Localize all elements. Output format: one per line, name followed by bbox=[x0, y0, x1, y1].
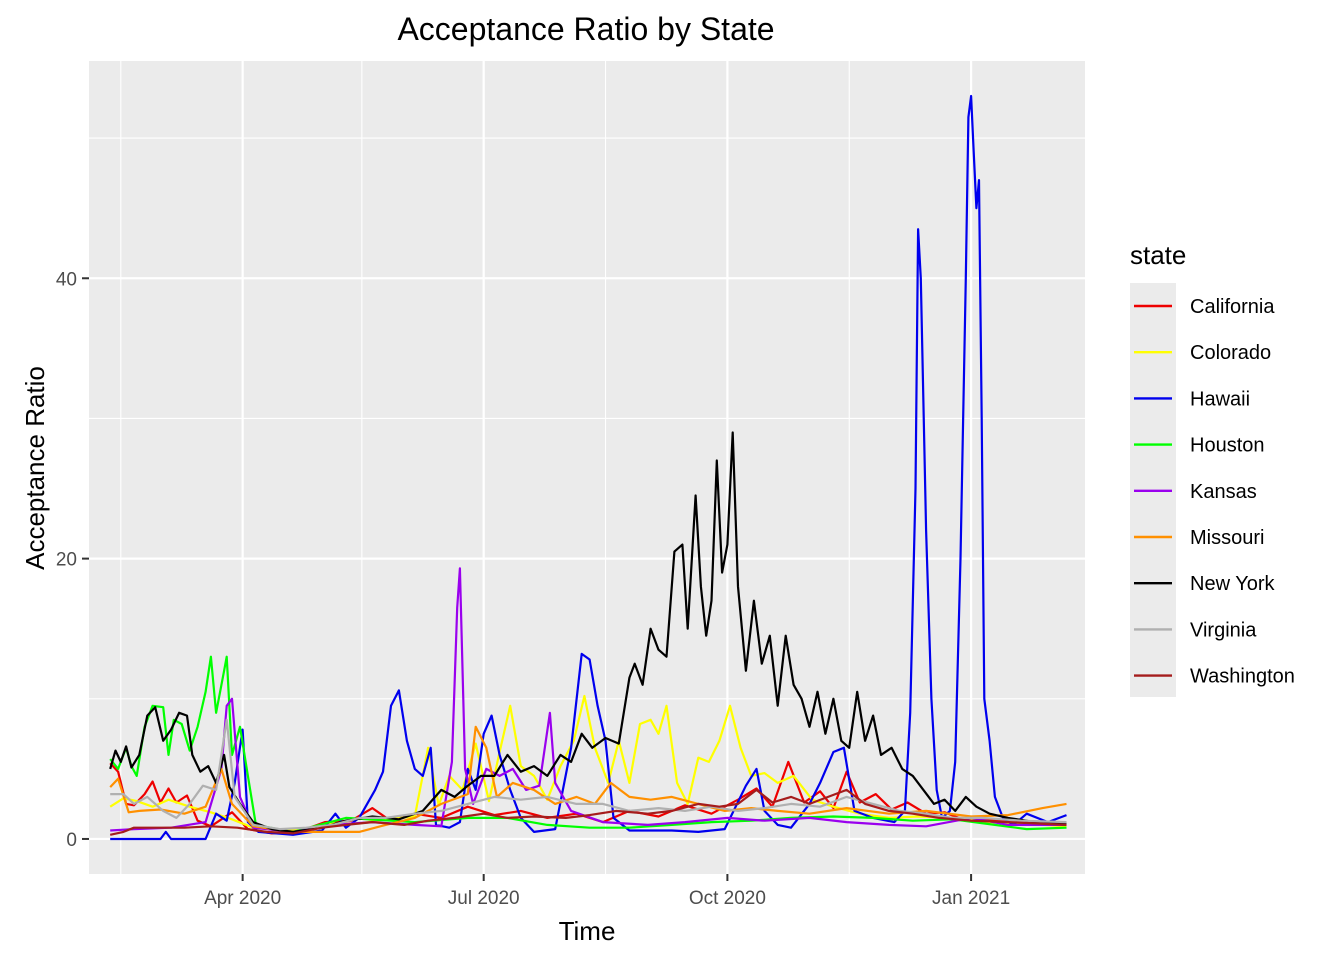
legend: state California Colorado Hawaii Houston Kan… bbox=[1130, 240, 1295, 697]
y-tick-label: 40 bbox=[56, 269, 77, 290]
y-tick-label: 20 bbox=[56, 550, 77, 571]
x-tick-label: Oct 2020 bbox=[689, 888, 766, 909]
legend-label-kansas: Kansas bbox=[1190, 481, 1257, 503]
legend-label-california: California bbox=[1190, 296, 1275, 318]
legend-label-missouri: Missouri bbox=[1190, 527, 1264, 549]
plot-panel bbox=[89, 61, 1085, 874]
series-line-washington bbox=[109, 788, 1067, 836]
series-line-kansas bbox=[110, 567, 1067, 833]
legend-label-virginia: Virginia bbox=[1190, 619, 1257, 641]
legend-label-washington: Washington bbox=[1190, 666, 1295, 688]
legend-title: state bbox=[1130, 240, 1186, 270]
x-tick-label: Apr 2020 bbox=[204, 888, 281, 909]
legend-label-new-york: New York bbox=[1190, 573, 1275, 595]
y-axis-label: Acceptance Ratio bbox=[20, 366, 50, 570]
chart-title: Acceptance Ratio by State bbox=[397, 11, 774, 47]
series-lines bbox=[109, 94, 1067, 841]
legend-label-hawaii: Hawaii bbox=[1190, 388, 1250, 410]
series-line-hawaii bbox=[110, 94, 1067, 841]
legend-label-houston: Houston bbox=[1190, 435, 1265, 457]
series-line-virginia bbox=[110, 718, 1067, 831]
axes: Apr 2020 Jul 2020 Oct 2020 Jan 2021 0 20 40 bbox=[56, 269, 1010, 909]
y-tick-label: 0 bbox=[66, 830, 77, 851]
x-tick-label: Jan 2021 bbox=[932, 888, 1010, 909]
x-tick-label: Jul 2020 bbox=[448, 888, 520, 909]
legend-label-colorado: Colorado bbox=[1190, 342, 1271, 364]
x-axis-label: Time bbox=[559, 916, 616, 946]
